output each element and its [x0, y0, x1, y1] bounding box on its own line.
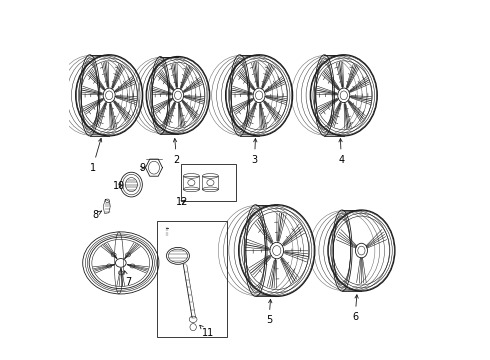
Text: 6: 6	[352, 295, 358, 322]
Text: 2: 2	[173, 139, 180, 165]
Bar	[183, 176, 199, 189]
Text: 3: 3	[251, 139, 258, 165]
Text: 8: 8	[93, 210, 102, 220]
Text: 9: 9	[139, 163, 145, 173]
Text: 11: 11	[200, 325, 214, 338]
Text: 4: 4	[338, 139, 344, 165]
Text: 1: 1	[90, 138, 102, 173]
Text: 12: 12	[176, 197, 188, 207]
Bar	[157, 221, 227, 337]
Bar	[181, 164, 236, 201]
Bar	[202, 176, 219, 189]
Text: 7: 7	[124, 271, 131, 287]
Text: 10: 10	[113, 181, 125, 191]
Text: 5: 5	[266, 300, 272, 325]
